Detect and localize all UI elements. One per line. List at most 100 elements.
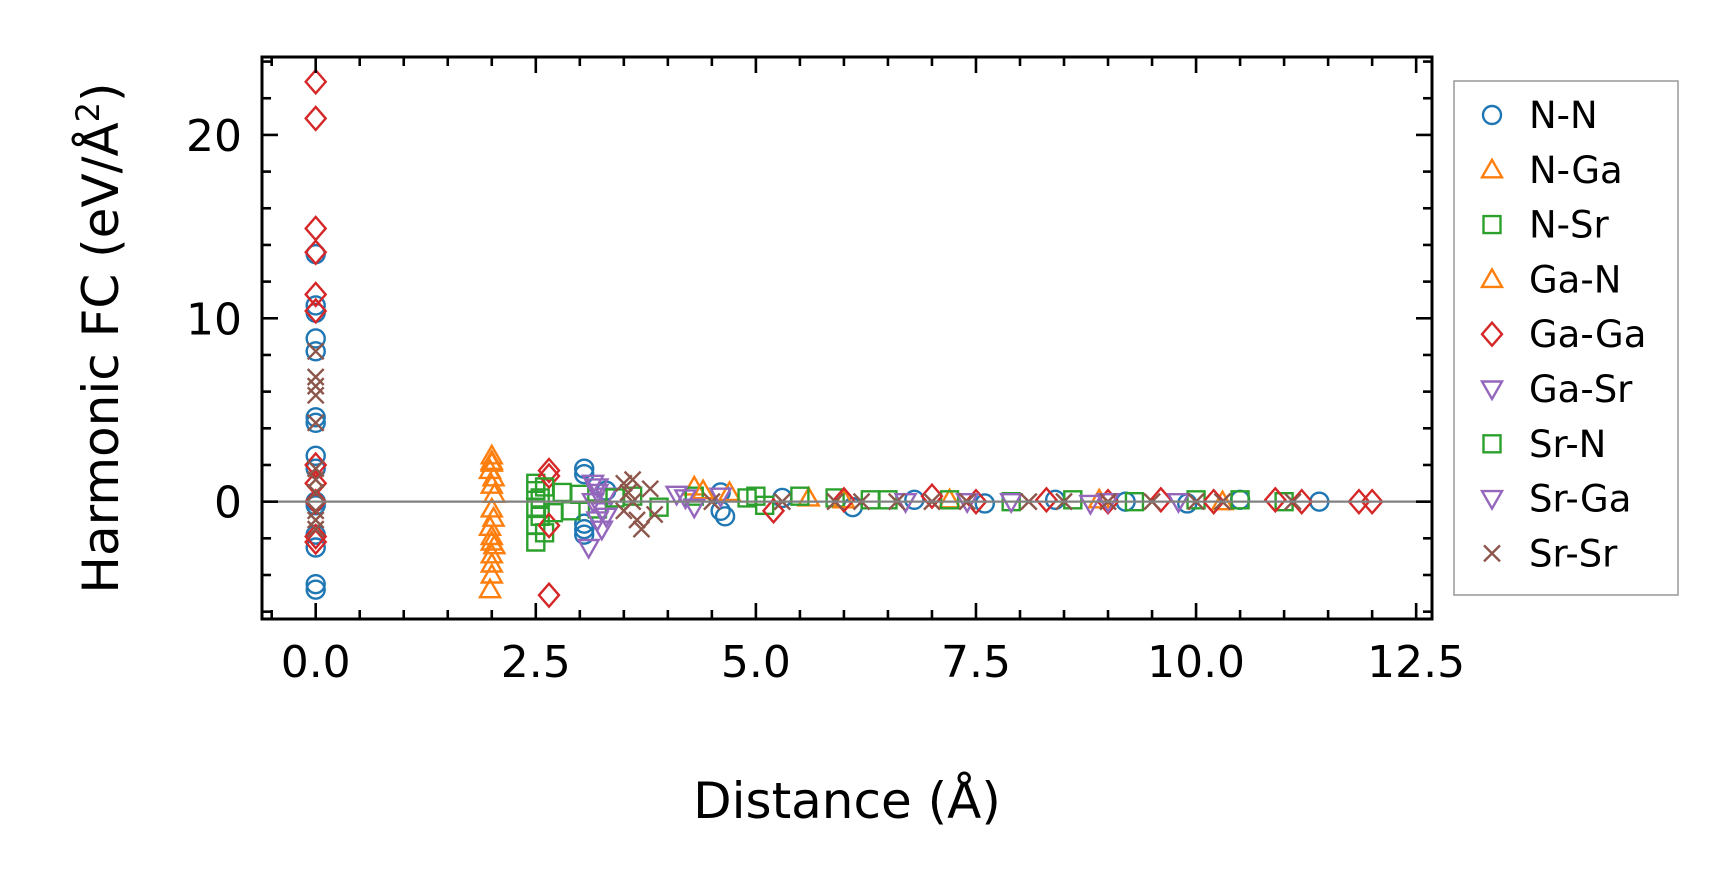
data-point [479, 496, 504, 518]
legend-label: Sr-Sr [1529, 532, 1618, 575]
legend-marker-triangle-up-icon [1479, 266, 1505, 289]
data-point [305, 341, 326, 362]
series-sr-ga [585, 478, 1121, 529]
data-point [306, 342, 325, 361]
legend-marker-square-icon [1482, 434, 1502, 454]
y-axis-label-sup: 2 [69, 102, 107, 122]
data-point [1124, 491, 1145, 512]
data-point [904, 489, 925, 511]
legend-item-ga-n: Ga-N [1479, 258, 1621, 301]
data-point [534, 477, 555, 497]
data-point [304, 105, 328, 132]
data-point [537, 457, 561, 484]
legend-marker-circle-icon [1481, 104, 1503, 126]
data-point [306, 386, 325, 405]
legend-label: N-N [1529, 94, 1598, 137]
data-point [576, 538, 601, 560]
y-tick-label: 0 [214, 478, 242, 529]
data-point [1166, 492, 1191, 515]
data-point [614, 501, 633, 520]
series-sr-sr [306, 342, 1302, 539]
legend-label: Ga-N [1529, 258, 1621, 301]
data-point [306, 413, 325, 432]
data-point [589, 520, 614, 542]
data-point [673, 489, 698, 511]
data-point [479, 542, 504, 564]
data-point [682, 498, 707, 520]
data-point [1034, 486, 1058, 514]
legend-label: N-Sr [1529, 204, 1610, 247]
data-point [552, 482, 572, 503]
data-point [717, 480, 742, 502]
data-point [999, 492, 1024, 515]
y-tick-label: 10 [186, 294, 242, 345]
legend-marker-triangle-down-icon [1479, 380, 1505, 402]
data-point [832, 486, 856, 514]
series-ga-sr [576, 474, 1191, 560]
data-point [1229, 489, 1251, 511]
data-point [614, 474, 633, 493]
data-point [543, 502, 564, 523]
series-ga-ga [304, 68, 1384, 609]
legend-label: Sr-Ga [1529, 478, 1631, 521]
series-n-n [305, 243, 1330, 600]
data-point [477, 577, 503, 599]
data-point [304, 469, 328, 497]
legend-item-n-sr: N-Sr [1482, 204, 1610, 247]
legend-label: Ga-Ga [1529, 313, 1646, 356]
axis-ticks [262, 57, 1432, 619]
data-point [746, 486, 766, 506]
data-point [1149, 486, 1173, 514]
data-point [790, 486, 810, 506]
data-points [304, 68, 1384, 609]
x-tick-label: 10.0 [1147, 637, 1245, 688]
legend-label: Sr-N [1529, 423, 1606, 466]
data-point [305, 295, 326, 316]
data-point [574, 518, 595, 540]
data-point [1095, 492, 1121, 515]
data-point [305, 328, 326, 349]
data-point [304, 215, 328, 242]
data-point [306, 520, 325, 539]
legend-marker-diamond-icon [1480, 320, 1504, 348]
legend-label: Ga-Sr [1529, 368, 1633, 411]
tick-labels: 0.0 2.5 5.0 7.5 10.0 12.5 0 10 20 [186, 111, 1465, 688]
data-point [574, 524, 595, 545]
data-point [1078, 494, 1103, 516]
data-point [628, 511, 646, 529]
x-tick-label: 2.5 [501, 637, 571, 688]
data-point [306, 368, 325, 386]
data-point [305, 573, 326, 595]
legend-item-n-ga: N-Ga [1479, 149, 1623, 192]
y-axis-label: Harmonic FC (eV/Å2) [69, 82, 130, 593]
data-point [304, 528, 328, 556]
data-point [632, 520, 651, 539]
data-point [1210, 489, 1235, 511]
data-point [1360, 488, 1384, 515]
data-point [619, 483, 638, 502]
data-point [304, 523, 328, 550]
x-axis-label: Distance (Å) [693, 772, 1001, 830]
y-axis-label-main: Harmonic FC (eV/Å [72, 122, 130, 593]
legend-item-ga-sr: Ga-Sr [1479, 368, 1633, 411]
data-point [772, 487, 793, 509]
data-point [537, 581, 561, 609]
legend-marker-square-icon [1482, 214, 1502, 235]
data-point [754, 495, 775, 516]
data-point [306, 377, 325, 395]
legend-marker-triangle-up-icon [1479, 157, 1505, 179]
legend-item-sr-ga: Sr-Ga [1479, 478, 1631, 521]
data-point [893, 492, 918, 515]
data-point [306, 470, 325, 489]
data-point [534, 523, 555, 543]
data-point [955, 492, 980, 515]
legend-item-sr-n: Sr-N [1482, 423, 1606, 466]
x-tick-label: 12.5 [1367, 637, 1465, 688]
legend: N-N N-Ga N-Sr Ga-N Ga-Ga Ga-Sr Sr-N Sr-Ga Sr-Sr [1453, 80, 1679, 596]
x-tick-label: 5.0 [721, 637, 791, 688]
data-point [305, 537, 326, 558]
data-point [1263, 486, 1287, 514]
data-point [690, 478, 716, 500]
data-point [304, 238, 328, 266]
